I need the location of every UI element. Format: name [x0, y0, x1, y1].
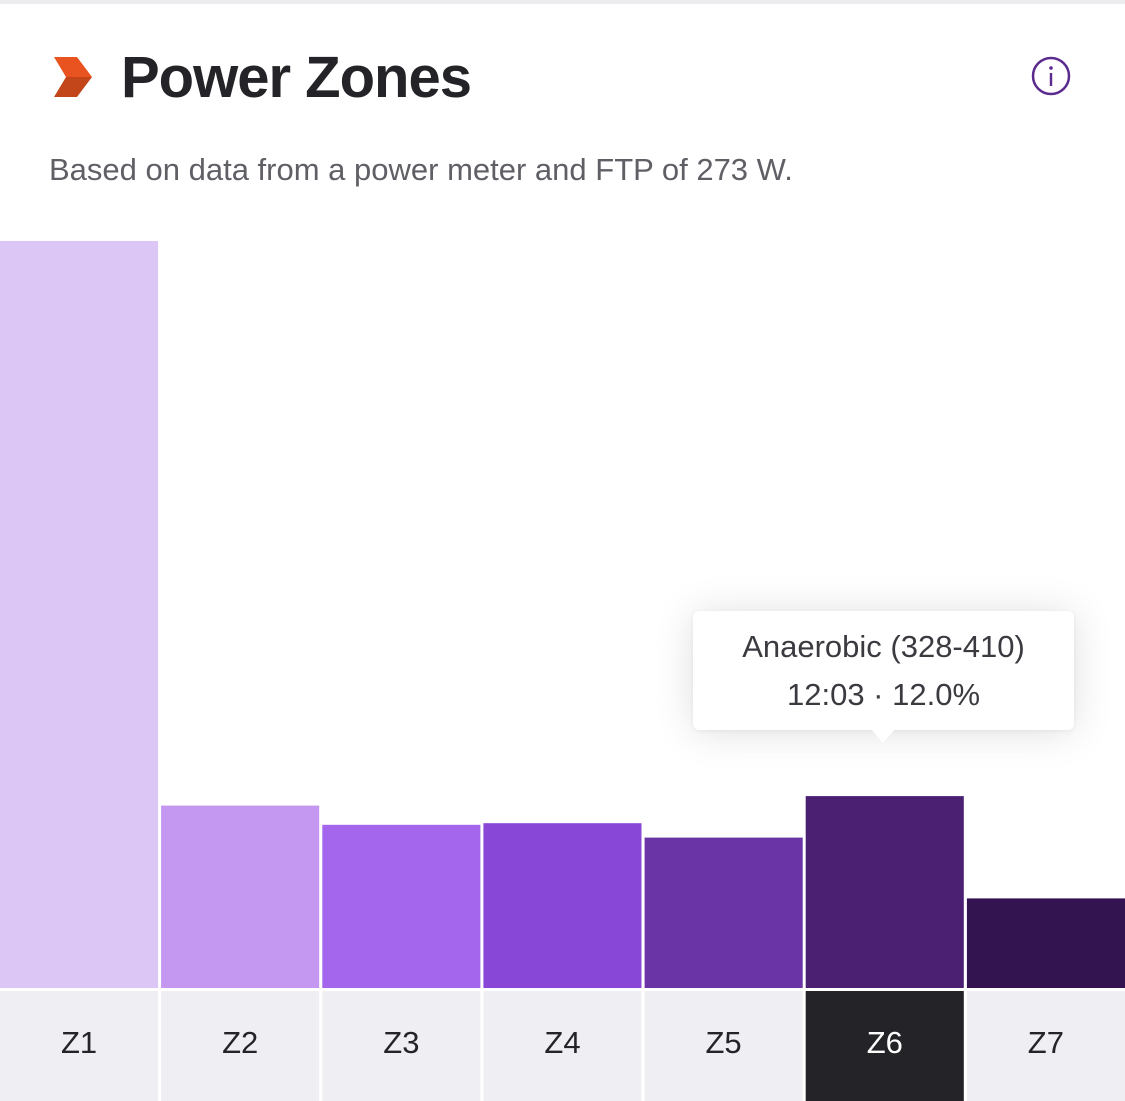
- top-divider: [0, 0, 1125, 4]
- zone-tab-z3[interactable]: [322, 991, 481, 1101]
- bar-z2[interactable]: [161, 805, 320, 988]
- zone-label-z4: Z4: [544, 1025, 580, 1060]
- chevron-right-icon: [54, 57, 92, 97]
- zone-label-z2: Z2: [222, 1025, 258, 1060]
- zone-label-z7: Z7: [1028, 1025, 1064, 1060]
- zone-label-z5: Z5: [706, 1025, 742, 1060]
- zone-label-z1: Z1: [61, 1025, 97, 1060]
- zone-tab-z2[interactable]: [161, 991, 320, 1101]
- bar-z4[interactable]: [483, 823, 642, 988]
- zone-tooltip: Anaerobic (328-410) 12:03 · 12.0%: [693, 611, 1074, 730]
- card-header: Power Zones Based on data from a power m…: [0, 0, 1125, 200]
- tooltip-arrow: [871, 729, 895, 743]
- zone-label-z3: Z3: [383, 1025, 419, 1060]
- subtitle: Based on data from a power meter and FTP…: [49, 152, 793, 187]
- zone-label-z6: Z6: [867, 1025, 903, 1060]
- zone-tab-z6[interactable]: [805, 991, 964, 1101]
- page-title: Power Zones: [121, 45, 472, 110]
- power-zones-chart: Z1 Z2 Z3 Z4 Z5 Z6 Z7: [0, 241, 1125, 1101]
- zone-tab-z7[interactable]: [966, 991, 1125, 1101]
- bar-z5[interactable]: [644, 837, 803, 988]
- bar-z6[interactable]: [805, 796, 964, 988]
- tooltip-time-percent: 12:03 · 12.0%: [786, 677, 981, 712]
- zone-tab-z4[interactable]: [483, 991, 642, 1101]
- tooltip-zone-range: Anaerobic (328-410): [742, 629, 1025, 664]
- info-icon[interactable]: [1030, 55, 1072, 97]
- zone-tab-z1[interactable]: [0, 991, 159, 1101]
- zone-tab-z5[interactable]: [644, 991, 803, 1101]
- bar-z7[interactable]: [966, 898, 1125, 988]
- bar-z3[interactable]: [322, 824, 481, 988]
- bar-z1[interactable]: [0, 241, 159, 988]
